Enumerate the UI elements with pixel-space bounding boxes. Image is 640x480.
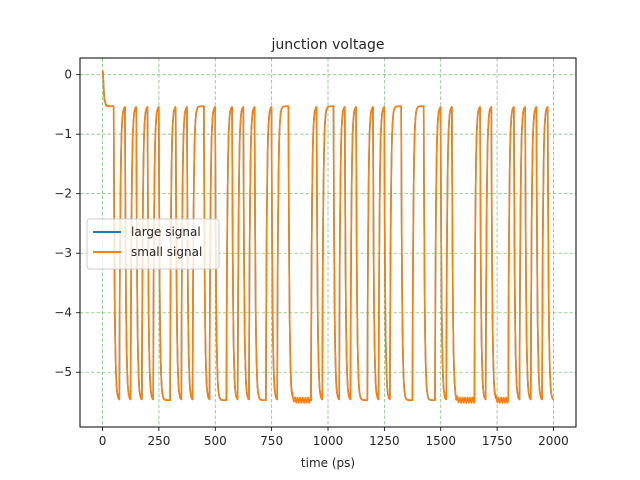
y-tick-label: 0	[64, 68, 72, 82]
legend-label-small-signal: small signal	[131, 245, 202, 259]
y-tick-label: −4	[54, 306, 72, 320]
series-layer	[101, 70, 555, 404]
x-tick-label: 750	[260, 434, 283, 448]
x-tick-label: 1500	[425, 434, 456, 448]
legend: large signal small signal	[86, 218, 220, 270]
x-tick-label: 0	[99, 434, 107, 448]
x-tick-label: 500	[204, 434, 227, 448]
chart-title: junction voltage	[271, 37, 385, 53]
y-tick-label: −2	[54, 187, 72, 201]
x-tick-label: 2000	[538, 434, 569, 448]
y-tick-label: −5	[54, 365, 72, 379]
x-tick-label: 1750	[482, 434, 513, 448]
x-tick-label: 250	[147, 434, 170, 448]
x-axis-label: time (ps)	[301, 456, 355, 470]
y-tick-label: −1	[54, 127, 72, 141]
x-tick-label: 1250	[369, 434, 400, 448]
series-line-small-signal	[101, 70, 555, 404]
x-tick-label: 1000	[313, 434, 344, 448]
y-tick-label: −3	[54, 246, 72, 260]
ticks: 0 250 500 750 1000 1250 1500 1750 2000 0 −1 −2 −3 −4 −…	[54, 68, 568, 448]
legend-label-large-signal: large signal	[131, 225, 201, 239]
